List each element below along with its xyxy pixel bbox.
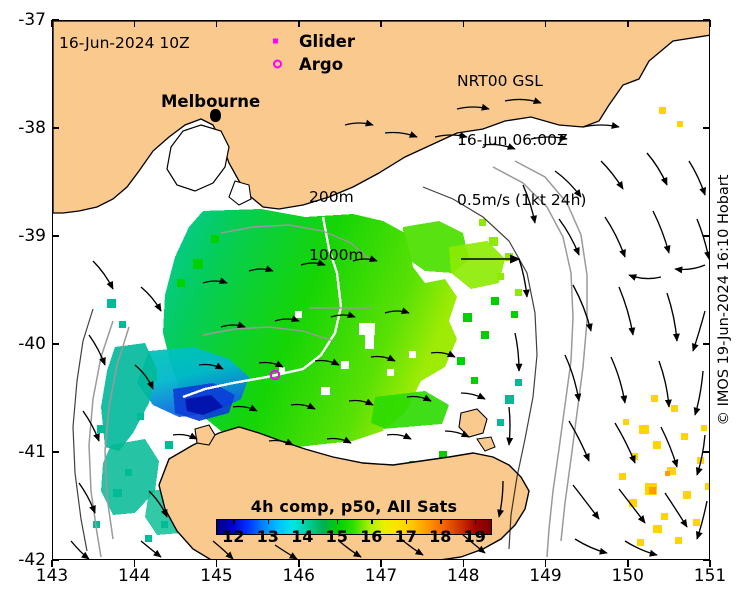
x-tick-top [51, 20, 53, 27]
x-tick [627, 560, 629, 567]
x-tick [133, 560, 135, 567]
y-tick-label: -41 [18, 442, 46, 462]
x-tick-label: 143 [35, 566, 69, 586]
argo-float-marker [269, 369, 281, 381]
y-tick-label: -38 [18, 118, 46, 138]
y-tick-right [703, 127, 710, 129]
colorbar-tick [233, 519, 235, 524]
x-tick [462, 560, 464, 567]
colorbar-tick-label: 12 [222, 527, 245, 546]
x-tick-label: 144 [118, 566, 151, 586]
x-tick-label: 145 [200, 566, 233, 586]
colorbar-tick [405, 519, 408, 524]
x-tick-top [462, 20, 464, 27]
depth-label-200m: 200m [309, 187, 354, 206]
x-tick-top [544, 20, 547, 27]
y-tick-right [703, 559, 710, 561]
current-time-label: 16-Jun 06:00Z [457, 131, 568, 150]
y-tick [52, 343, 59, 345]
map-plot-area[interactable]: 16-Jun-2024 10Z Melbourne 200m 1000m NRT… [52, 20, 710, 560]
x-tick [544, 560, 547, 567]
platform-legend: Glider Argo [269, 29, 355, 75]
y-tick [52, 559, 59, 561]
current-vector-legend: NRT00 GSL 16-Jun 06:00Z 0.5m/s (1kt 24h) [457, 32, 586, 308]
x-tick [709, 560, 711, 567]
dot-marker-icon [273, 38, 278, 43]
x-tick-label: 146 [282, 566, 315, 586]
colorbar-tick-label: 13 [256, 527, 279, 546]
x-tick-top [627, 20, 629, 27]
y-tick-label: -37 [18, 10, 46, 30]
legend-item-argo: Argo [269, 52, 355, 75]
legend-label-glider: Glider [299, 32, 355, 51]
x-tick [215, 560, 218, 567]
colorbar-tick-label: 19 [463, 527, 486, 546]
colorbar-tick [371, 519, 373, 524]
colorbar-tick-label: 18 [429, 527, 452, 546]
bathymetry-legend: 200m 1000m [309, 149, 375, 354]
current-scale-label: 0.5m/s (1kt 24h) [457, 190, 587, 209]
x-tick [298, 560, 300, 567]
colorbar-tick-label: 17 [394, 527, 417, 546]
y-tick [52, 235, 59, 237]
bathy-sample-lines [309, 307, 371, 309]
depth-label-1000m: 1000m [309, 245, 364, 264]
colorbar-tick [474, 519, 477, 524]
colorbar: 4h comp, p50, All Sats 12 13 14 15 16 17 18 19 [216, 497, 492, 559]
city-label-melbourne: Melbourne [161, 92, 261, 111]
y-tick-label: -42 [18, 550, 46, 570]
y-tick [52, 127, 59, 129]
colorbar-tick [302, 519, 304, 524]
x-tick-top [709, 20, 711, 27]
bathymetry-contour-layer [72, 160, 588, 558]
y-tick-right [703, 235, 710, 237]
x-tick-label: 147 [364, 566, 398, 586]
colorbar-tick [267, 519, 270, 524]
x-tick-label: 148 [447, 566, 480, 586]
legend-label-argo: Argo [299, 55, 344, 74]
colorbar-tick-label: 15 [325, 527, 348, 546]
x-tick-top [380, 20, 382, 27]
timestamp-label: 16-Jun-2024 10Z [59, 34, 190, 52]
x-tick [51, 560, 53, 567]
y-tick-right [703, 343, 710, 345]
x-tick-top [298, 20, 300, 27]
colorbar-gradient [216, 519, 492, 535]
y-tick-label: -40 [18, 334, 46, 354]
colorbar-tick [336, 519, 339, 524]
colorbar-tick-label: 16 [360, 527, 383, 546]
x-tick-label: 151 [693, 566, 727, 586]
circle-marker-icon [273, 59, 282, 68]
y-tick-right [703, 451, 710, 453]
legend-item-glider: Glider [269, 29, 355, 52]
y-tick-right [703, 19, 710, 21]
credit-label: © IMOS 19-Jun-2024 16:10 Hobart [716, 174, 732, 426]
colorbar-tick [440, 519, 442, 524]
current-source-label: NRT00 GSL [457, 71, 543, 90]
x-tick-label: 149 [529, 566, 562, 586]
x-tick-label: 150 [611, 566, 644, 586]
x-tick-top [215, 20, 218, 27]
y-tick [52, 19, 59, 21]
colorbar-ticks: 12 13 14 15 16 17 18 19 [216, 519, 492, 559]
colorbar-tick-label: 14 [291, 527, 314, 546]
city-marker-dot [210, 109, 221, 122]
y-tick [52, 451, 59, 453]
x-tick [380, 560, 382, 567]
current-reference-arrow [461, 254, 521, 264]
current-vector-layer [70, 97, 709, 559]
colorbar-title: 4h comp, p50, All Sats [250, 497, 458, 516]
y-tick-label: -39 [18, 226, 46, 246]
x-tick-top [133, 20, 135, 27]
